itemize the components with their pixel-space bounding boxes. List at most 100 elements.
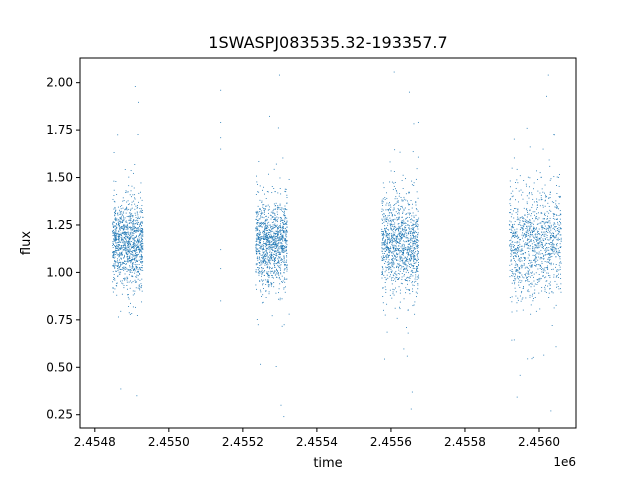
data-point xyxy=(141,255,143,257)
data-point xyxy=(115,237,117,239)
data-point xyxy=(390,204,391,206)
data-point xyxy=(258,238,260,240)
data-point xyxy=(389,268,391,270)
data-point xyxy=(415,243,417,245)
data-point xyxy=(520,300,522,302)
data-point xyxy=(123,234,125,236)
data-point xyxy=(401,234,403,236)
data-point xyxy=(133,244,135,246)
data-point xyxy=(398,239,400,240)
data-point xyxy=(128,255,130,257)
data-point xyxy=(276,269,277,271)
data-point xyxy=(393,289,395,291)
data-point xyxy=(274,257,276,259)
data-point xyxy=(264,222,266,224)
data-point xyxy=(417,257,419,259)
data-point xyxy=(265,237,267,238)
data-point xyxy=(382,287,384,289)
data-point xyxy=(121,234,123,236)
data-point xyxy=(121,236,123,238)
data-point xyxy=(136,247,138,249)
data-point xyxy=(406,252,408,254)
data-point xyxy=(282,226,284,228)
data-point xyxy=(517,252,518,253)
data-point xyxy=(140,216,142,218)
data-point xyxy=(556,244,557,245)
data-point xyxy=(556,205,558,207)
data-point xyxy=(266,266,268,268)
data-point xyxy=(413,252,415,254)
data-point xyxy=(275,205,277,206)
data-point xyxy=(546,253,548,255)
data-point xyxy=(405,279,407,281)
data-point xyxy=(266,253,268,255)
data-point xyxy=(260,244,262,246)
data-point xyxy=(397,248,399,249)
data-point xyxy=(395,276,397,278)
data-point xyxy=(388,254,390,256)
data-point xyxy=(124,260,126,262)
data-point xyxy=(510,253,512,255)
data-point xyxy=(114,212,116,214)
data-point xyxy=(285,264,287,266)
data-point xyxy=(510,248,512,250)
data-point xyxy=(262,260,263,262)
data-point xyxy=(384,271,386,273)
data-point xyxy=(517,269,519,271)
x-axis-offset-label: 1e6 xyxy=(553,455,576,469)
data-point xyxy=(275,225,277,227)
data-point xyxy=(548,205,550,207)
data-point xyxy=(548,220,550,222)
data-point xyxy=(282,230,284,232)
data-point xyxy=(275,250,277,251)
data-point xyxy=(129,237,131,239)
data-point xyxy=(277,217,279,219)
data-point xyxy=(394,272,396,274)
data-point xyxy=(272,270,273,272)
data-point xyxy=(120,245,122,247)
data-point xyxy=(126,221,128,223)
data-point xyxy=(129,194,131,196)
data-point xyxy=(397,248,399,250)
data-point xyxy=(532,250,534,251)
data-point xyxy=(539,277,541,279)
data-point xyxy=(413,249,414,251)
data-point xyxy=(539,241,541,243)
data-point xyxy=(120,257,122,259)
data-point xyxy=(549,222,551,224)
data-point xyxy=(133,200,135,202)
data-point xyxy=(521,250,523,252)
data-point xyxy=(278,253,280,255)
data-point xyxy=(277,258,279,260)
data-point xyxy=(524,267,526,269)
data-point xyxy=(537,242,539,244)
data-point xyxy=(534,214,535,216)
data-point xyxy=(286,264,288,266)
data-point xyxy=(134,293,135,295)
data-point xyxy=(281,248,283,250)
data-point xyxy=(381,235,383,237)
data-point xyxy=(265,228,267,230)
data-point xyxy=(552,252,554,254)
data-point xyxy=(136,264,138,266)
data-point xyxy=(132,266,134,268)
data-point xyxy=(511,196,513,198)
data-point xyxy=(384,197,386,199)
data-point xyxy=(527,242,529,244)
data-point xyxy=(121,227,122,229)
data-point xyxy=(400,222,402,223)
data-point xyxy=(136,219,138,221)
data-point xyxy=(408,248,410,250)
data-point xyxy=(286,224,288,225)
data-point xyxy=(283,278,285,280)
data-point xyxy=(407,200,408,202)
data-point xyxy=(511,167,513,169)
data-point xyxy=(558,288,560,290)
data-point xyxy=(136,276,138,278)
data-point xyxy=(131,271,133,273)
data-point xyxy=(263,288,264,289)
data-point xyxy=(511,250,512,252)
data-point xyxy=(402,174,404,176)
data-point xyxy=(128,233,130,235)
data-point xyxy=(553,274,555,276)
